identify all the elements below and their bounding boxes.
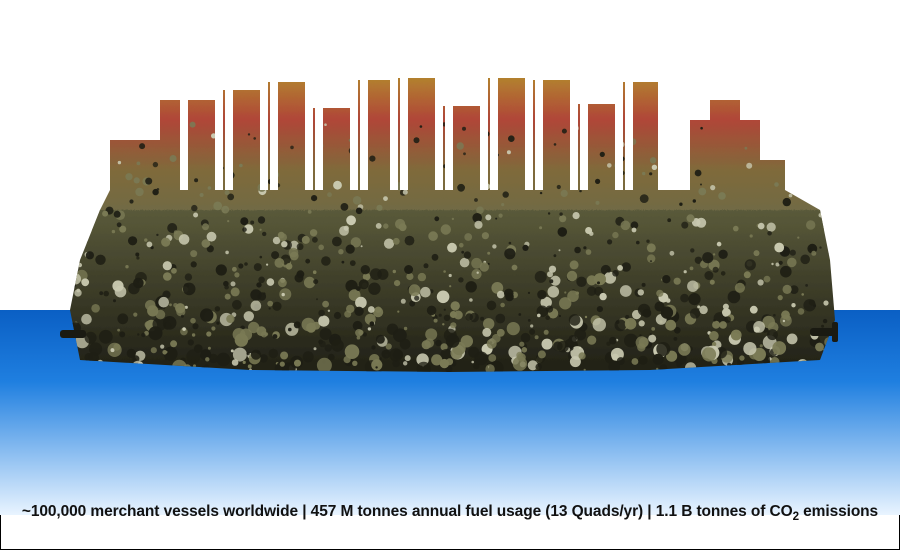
bow-thruster-icon — [60, 330, 86, 338]
caption-band: ~100,000 merchant vessels worldwide | 45… — [0, 488, 900, 538]
separator-icon: | — [647, 503, 655, 520]
caption-part-1: ~100,000 merchant vessels worldwide — [22, 503, 298, 520]
caption-part-2: 457 M tonnes annual fuel usage (13 Quads… — [311, 503, 643, 520]
figure-stage: ~100,000 merchant vessels worldwide | 45… — [0, 0, 900, 550]
ship-svg — [50, 60, 850, 380]
separator-icon: | — [302, 503, 310, 520]
ship-illustration — [50, 60, 850, 380]
caption-text: ~100,000 merchant vessels worldwide | 45… — [22, 503, 878, 523]
caption-part-3: 1.1 B tonnes of CO2 emissions — [656, 503, 878, 520]
